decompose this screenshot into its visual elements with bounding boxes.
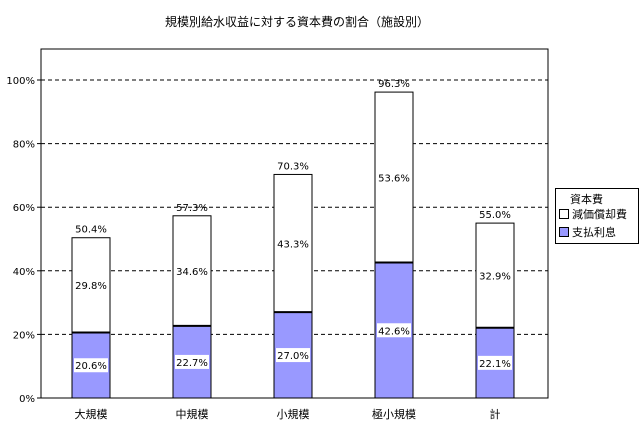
data-label-depreciation: 29.8%: [75, 281, 107, 292]
y-tick-label: 20%: [13, 330, 35, 341]
legend-item-interest: 支払利息: [559, 225, 616, 239]
legend: 資本費 減価償却費 支払利息: [555, 188, 639, 244]
data-label-interest: 22.1%: [479, 359, 511, 370]
y-tick-label: 0%: [19, 394, 35, 405]
x-tick-label: 中規模: [176, 407, 209, 421]
y-tick-label: 80%: [13, 140, 35, 151]
bar-segment-depreciation: [374, 91, 414, 264]
data-label-total: 57.3%: [176, 203, 208, 214]
bar-segment-depreciation: [273, 173, 313, 313]
y-tick-label: 40%: [13, 267, 35, 278]
chart-title: 規模別給水収益に対する資本費の割合（施設別）: [165, 14, 429, 29]
y-tick-label: 60%: [13, 203, 35, 214]
x-tick-label: 小規模: [277, 407, 310, 421]
data-label-depreciation: 53.6%: [378, 173, 410, 184]
data-label-interest: 42.6%: [378, 326, 410, 337]
x-tick-label: 大規模: [75, 407, 108, 421]
y-tick-label: 100%: [6, 76, 35, 87]
bar-segment-depreciation: [172, 215, 212, 327]
legend-swatch-interest: [559, 227, 569, 237]
data-label-depreciation: 43.3%: [277, 239, 309, 250]
data-label-total: 55.0%: [479, 210, 511, 221]
x-tick-label: 極小規模: [372, 407, 416, 421]
data-label-depreciation: 32.9%: [479, 271, 511, 282]
legend-title: 資本費: [570, 193, 603, 206]
legend-label-interest: 支払利息: [572, 226, 616, 239]
data-label-total: 70.3%: [277, 161, 309, 172]
y-axis: 0% 20% 40% 60% 80% 100%: [6, 76, 41, 405]
data-label-total: 96.3%: [378, 79, 410, 90]
data-label-box: [478, 355, 512, 370]
bar-segment-depreciation: [475, 222, 515, 329]
legend-swatch-depreciation: [559, 209, 569, 219]
data-label-box: [377, 323, 411, 338]
data-label-interest: 27.0%: [277, 351, 309, 362]
x-tick-label: 計: [490, 407, 501, 421]
data-label-interest: 22.7%: [176, 358, 208, 369]
data-label-box: [74, 358, 108, 373]
bar-segment-depreciation: [71, 237, 111, 333]
legend-label-depreciation: 減価償却費: [572, 208, 627, 221]
bars: 20.6% 29.8% 50.4% 22.7% 34.6% 57.3% 27.0% 43.3%…: [71, 79, 515, 399]
data-label-total: 50.4%: [75, 225, 107, 236]
legend-item-depreciation: 減価償却費: [559, 207, 627, 221]
data-label-interest: 20.6%: [75, 361, 107, 372]
data-label-box: [276, 348, 310, 363]
data-label-depreciation: 34.6%: [176, 267, 208, 278]
x-axis: 大規模 中規模 小規模 極小規模 計: [75, 407, 501, 421]
data-label-box: [175, 354, 209, 369]
